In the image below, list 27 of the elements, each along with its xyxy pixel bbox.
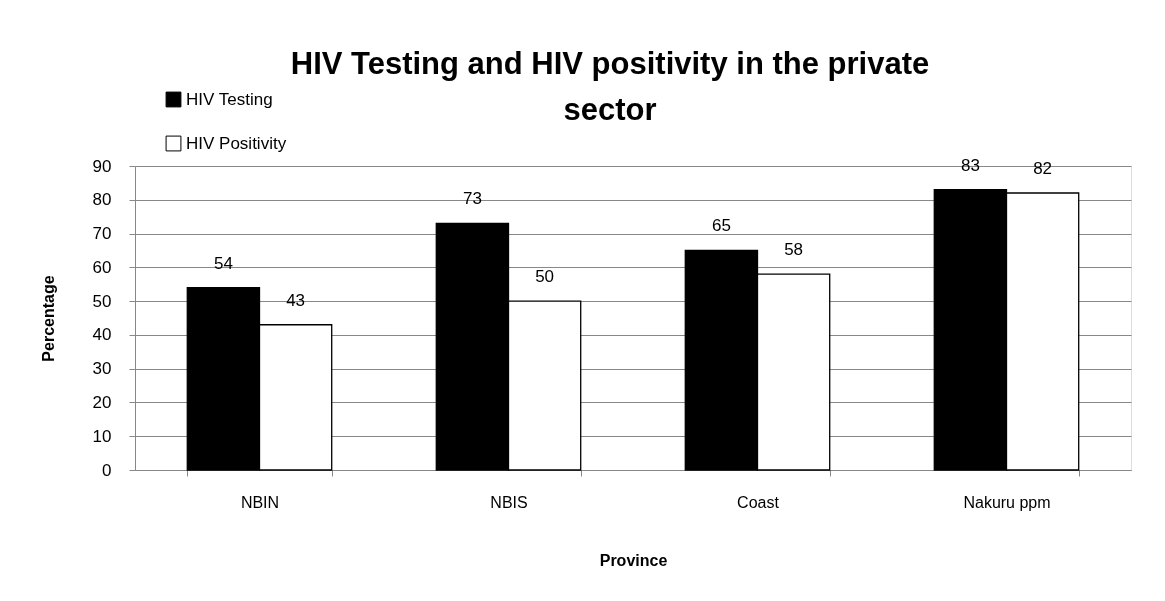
- x-tick-label: NBIN: [240, 493, 280, 511]
- y-tick-label: 70: [92, 224, 112, 244]
- data-label: 54: [213, 253, 233, 273]
- data-label: 65: [711, 216, 731, 236]
- data-label: 43: [286, 290, 306, 310]
- legend-label: HIV Testing: [186, 89, 273, 109]
- y-tick-label: 10: [92, 426, 112, 446]
- y-tick-label: 80: [92, 190, 112, 210]
- x-axis-title: Province: [599, 551, 668, 569]
- legend-label: HIV Positivity: [186, 133, 287, 153]
- x-tick-label: Coast: [737, 493, 780, 511]
- y-axis-title: Percentage: [39, 275, 57, 362]
- data-label: 50: [535, 267, 555, 287]
- y-tick-label: 50: [92, 291, 112, 311]
- data-label: 58: [784, 240, 804, 260]
- data-label: 73: [462, 189, 482, 209]
- y-tick-label: 20: [92, 392, 112, 412]
- y-tick-label: 90: [92, 156, 112, 176]
- data-label: 83: [960, 155, 980, 175]
- data-label: 82: [1033, 159, 1053, 179]
- x-tick-label: NBIS: [490, 493, 528, 511]
- y-tick-label: 40: [92, 325, 112, 345]
- x-tick-label: Nakuru ppm: [963, 493, 1051, 511]
- y-tick-label: 60: [92, 257, 112, 277]
- y-tick-label: 0: [102, 460, 112, 480]
- chart-title: HIV Testing and HIV positivity in the private sector: [290, 46, 930, 127]
- y-tick-label: 30: [92, 359, 112, 379]
